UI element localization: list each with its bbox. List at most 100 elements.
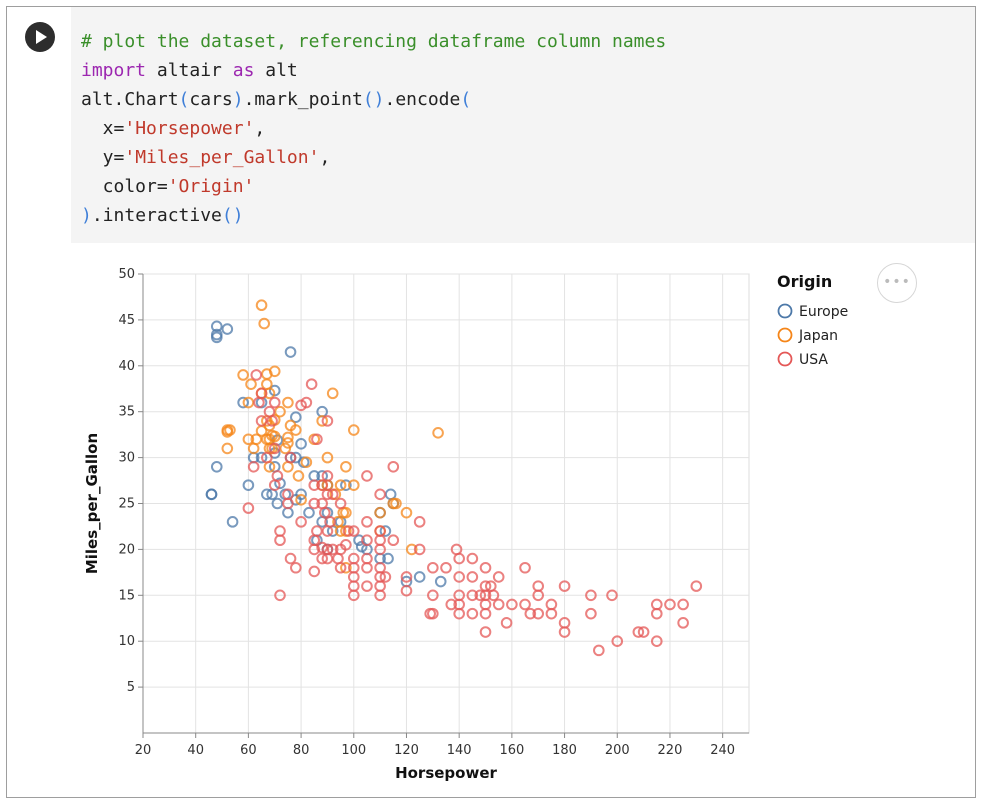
data-point-usa[interactable] — [321, 488, 334, 501]
data-point-usa[interactable] — [427, 607, 439, 620]
data-point-usa[interactable] — [593, 644, 605, 657]
data-point-europe[interactable] — [434, 575, 447, 588]
data-point-japan[interactable] — [400, 506, 413, 519]
data-point-usa[interactable] — [650, 635, 663, 648]
data-point-usa[interactable] — [637, 626, 650, 638]
code-editor[interactable]: # plot the dataset, referencing datafram… — [71, 7, 975, 243]
data-point-usa[interactable] — [532, 589, 545, 602]
data-point-usa[interactable] — [334, 497, 347, 510]
data-point-usa[interactable] — [374, 543, 386, 556]
data-point-europe[interactable] — [210, 460, 223, 473]
data-point-usa[interactable] — [440, 561, 452, 574]
data-point-usa[interactable] — [453, 607, 465, 620]
data-point-usa[interactable] — [532, 607, 545, 620]
data-point-europe[interactable] — [210, 328, 223, 341]
data-point-usa[interactable] — [250, 369, 263, 381]
data-point-usa[interactable] — [316, 479, 328, 491]
data-point-usa[interactable] — [340, 539, 352, 551]
data-point-japan[interactable] — [334, 479, 347, 491]
data-point-japan[interactable] — [224, 424, 236, 436]
data-point-usa[interactable] — [611, 635, 624, 648]
data-point-europe[interactable] — [274, 477, 286, 490]
data-point-usa[interactable] — [361, 470, 373, 482]
code-text[interactable]: # plot the dataset, referencing datafram… — [81, 27, 666, 230]
data-point-usa[interactable] — [347, 571, 360, 583]
data-point-usa[interactable] — [295, 516, 307, 528]
data-point-usa[interactable] — [677, 617, 689, 629]
data-point-usa[interactable] — [361, 516, 373, 528]
data-point-usa[interactable] — [326, 543, 339, 556]
data-point-japan[interactable] — [292, 470, 305, 482]
data-point-usa[interactable] — [558, 626, 571, 638]
data-point-japan[interactable] — [316, 415, 328, 427]
data-point-japan[interactable] — [326, 387, 339, 400]
data-point-japan[interactable] — [245, 378, 257, 390]
data-point-japan[interactable] — [295, 494, 307, 506]
data-point-japan[interactable] — [255, 299, 268, 312]
data-point-usa[interactable] — [361, 580, 373, 592]
chart-actions-button[interactable]: ••• — [877, 263, 917, 303]
data-point-usa[interactable] — [308, 479, 321, 491]
data-point-usa[interactable] — [585, 589, 597, 602]
data-point-japan[interactable] — [263, 387, 276, 400]
legend-symbol-europe[interactable] — [777, 303, 793, 319]
data-point-japan[interactable] — [242, 433, 255, 446]
data-point-usa[interactable] — [374, 589, 386, 602]
data-point-usa[interactable] — [290, 561, 302, 574]
data-point-usa[interactable] — [268, 396, 281, 409]
data-point-usa[interactable] — [361, 552, 373, 565]
data-point-usa[interactable] — [242, 502, 255, 514]
data-point-usa[interactable] — [334, 561, 347, 574]
data-point-europe[interactable] — [205, 488, 218, 501]
data-point-japan[interactable] — [347, 479, 360, 491]
data-point-usa[interactable] — [261, 451, 273, 464]
data-point-usa[interactable] — [466, 571, 479, 583]
run-cell-button[interactable] — [25, 22, 55, 52]
data-point-japan[interactable] — [282, 431, 294, 444]
data-point-usa[interactable] — [316, 552, 328, 565]
data-point-japan[interactable] — [340, 561, 352, 574]
data-point-usa[interactable] — [445, 598, 458, 611]
data-point-usa[interactable] — [690, 580, 703, 592]
data-point-usa[interactable] — [324, 516, 336, 528]
data-point-europe[interactable] — [210, 320, 223, 333]
data-point-europe[interactable] — [237, 396, 249, 409]
data-point-japan[interactable] — [282, 437, 294, 449]
data-point-usa[interactable] — [453, 571, 465, 583]
data-point-japan[interactable] — [268, 430, 281, 443]
data-point-usa[interactable] — [305, 378, 318, 390]
data-point-europe[interactable] — [340, 479, 352, 491]
data-point-usa[interactable] — [519, 561, 531, 574]
data-point-usa[interactable] — [664, 598, 676, 611]
data-point-usa[interactable] — [524, 607, 537, 620]
data-point-usa[interactable] — [255, 387, 268, 400]
data-point-europe[interactable] — [284, 346, 297, 358]
data-point-japan[interactable] — [340, 460, 352, 473]
data-point-japan[interactable] — [321, 451, 334, 464]
data-point-usa[interactable] — [266, 415, 278, 427]
data-point-japan[interactable] — [405, 543, 418, 556]
data-point-usa[interactable] — [321, 470, 334, 482]
data-point-usa[interactable] — [413, 543, 426, 556]
legend-symbol-japan[interactable] — [777, 327, 793, 343]
data-point-usa[interactable] — [284, 552, 297, 565]
data-point-usa[interactable] — [479, 607, 492, 620]
data-point-usa[interactable] — [632, 626, 645, 638]
data-point-japan[interactable] — [237, 369, 249, 381]
data-point-japan[interactable] — [300, 456, 313, 468]
legend-label-japan[interactable]: Japan — [798, 328, 838, 344]
data-point-usa[interactable] — [374, 488, 386, 501]
data-point-usa[interactable] — [268, 442, 281, 455]
data-point-usa[interactable] — [342, 525, 355, 537]
data-point-usa[interactable] — [347, 589, 360, 602]
data-point-usa[interactable] — [300, 396, 313, 409]
data-point-japan[interactable] — [340, 506, 352, 519]
data-point-usa[interactable] — [387, 460, 400, 473]
data-point-usa[interactable] — [427, 561, 439, 574]
data-point-usa[interactable] — [492, 571, 505, 583]
data-point-usa[interactable] — [519, 598, 531, 611]
data-point-usa[interactable] — [308, 565, 321, 578]
data-point-usa[interactable] — [650, 607, 663, 620]
legend-label-usa[interactable]: USA — [799, 352, 828, 368]
data-point-japan[interactable] — [221, 442, 234, 455]
